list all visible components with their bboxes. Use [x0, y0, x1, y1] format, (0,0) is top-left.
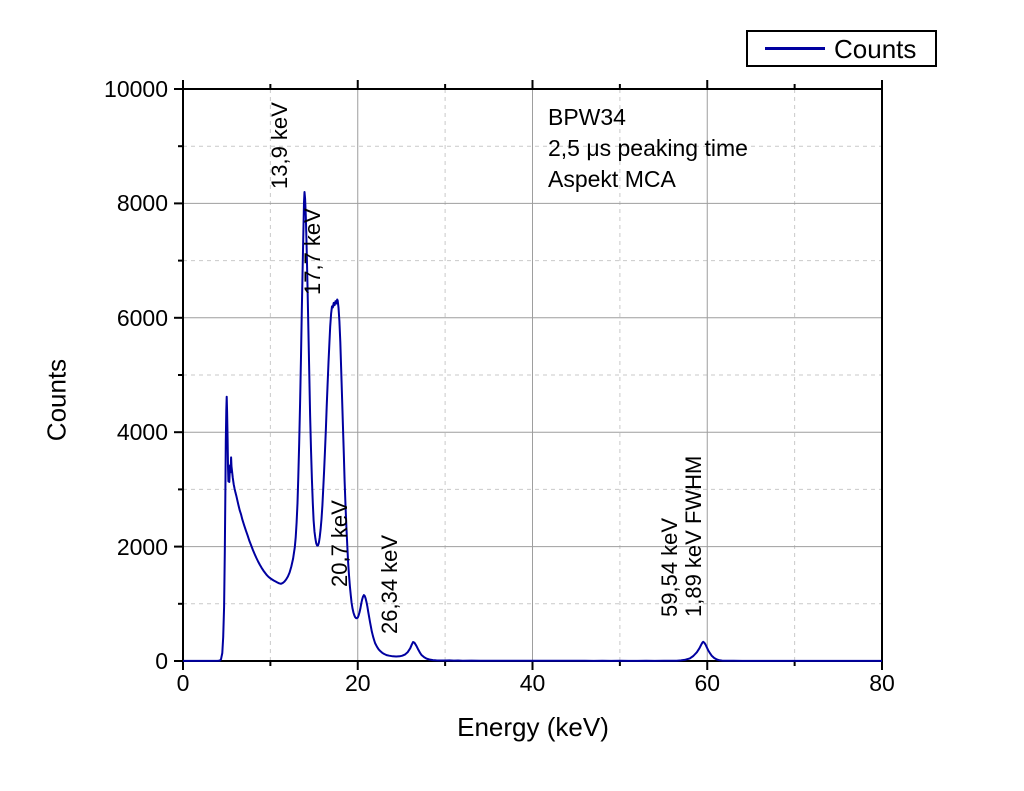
x-tick-label: 40	[519, 670, 546, 696]
info-line-mca: Aspekt MCA	[548, 166, 676, 192]
peak-annotation-text: 26,34 keV	[376, 534, 402, 634]
y-tick-label: 8000	[116, 190, 168, 217]
peak-annotation-text: 1,89 keV FWHM	[680, 455, 706, 617]
y-tick-label: 6000	[116, 304, 168, 331]
peak-annotation-text: 59,54 keV	[657, 517, 683, 617]
spectrum-line	[183, 191, 882, 662]
legend-label: Counts	[834, 33, 917, 64]
x-tick-label: 60	[694, 670, 721, 696]
x-tick-label: 20	[344, 670, 371, 696]
peak-annotation-text: 20,7 keV	[326, 499, 352, 587]
info-line-detector: BPW34	[548, 104, 626, 130]
x-axis-title: Energy (keV)	[457, 712, 609, 742]
y-tick-label: 2000	[116, 533, 168, 560]
y-axis-title: Counts	[41, 358, 72, 442]
y-tick-label: 0	[155, 648, 168, 674]
peak-annotation-text: 13,9 keV	[266, 102, 292, 190]
y-tick-label: 4000	[116, 419, 168, 446]
legend: Counts	[746, 30, 937, 67]
x-tick-label: 80	[869, 670, 895, 696]
y-tick-label: 10000	[104, 76, 168, 102]
peak-annotation-text: 17,7 keV	[300, 208, 326, 295]
info-line-peaking-time: 2,5 μs peaking time	[548, 135, 748, 161]
x-tick-label: 0	[176, 670, 190, 696]
info-box: BPW34 2,5 μs peaking time Aspekt MCA	[548, 102, 748, 195]
legend-line-swatch	[765, 47, 825, 50]
